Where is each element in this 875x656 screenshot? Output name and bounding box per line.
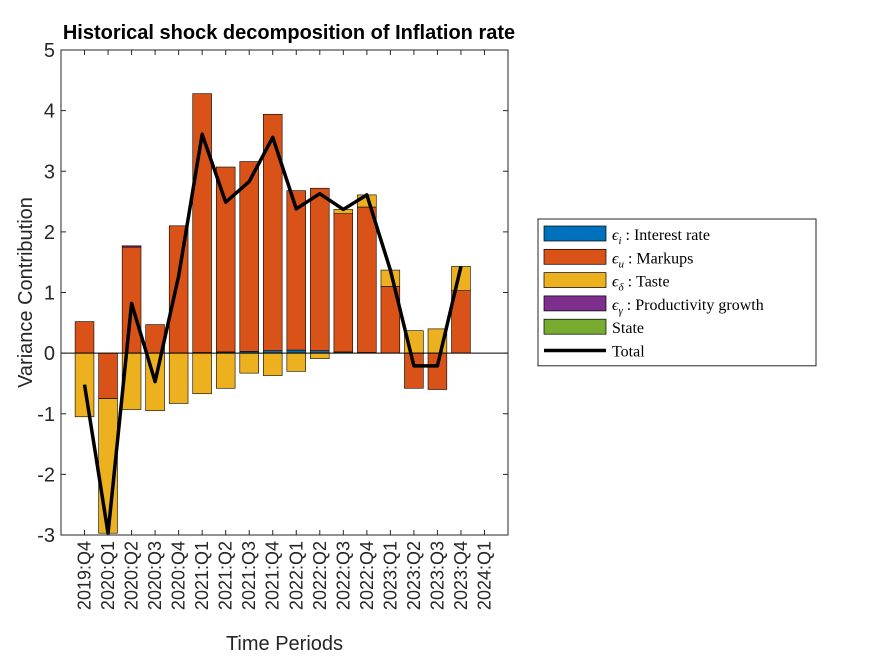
x-tick-label: 2024:Q1 [474, 541, 494, 610]
legend-subscript: δ [618, 282, 624, 294]
bar-γ-2 [121, 245, 142, 248]
legend-separator: : [624, 250, 636, 267]
bar-u-1 [98, 352, 118, 399]
y-tick-label: 2 [44, 222, 55, 244]
x-tick-label: 2020:Q2 [122, 541, 142, 610]
bar-u-6 [215, 166, 236, 353]
bar-δ-7 [239, 352, 259, 374]
x-tick-label: 2022:Q4 [357, 541, 377, 610]
bar-u-0 [74, 321, 95, 354]
x-tick-label: 2022:Q2 [310, 541, 330, 610]
y-tick-label: 4 [44, 101, 55, 123]
x-tick-label: 2020:Q1 [98, 541, 118, 610]
legend-label-total: Total [612, 344, 645, 361]
legend-series-name: Interest rate [634, 227, 710, 244]
legend-subscript: i [618, 235, 621, 247]
bar-δ-10 [310, 352, 330, 359]
legend-series-name: Taste [636, 274, 670, 291]
x-tick-label: 2020:Q3 [145, 541, 165, 610]
x-tick-label: 2023:Q2 [404, 541, 424, 610]
legend-box [537, 218, 817, 367]
bar-δ-9 [286, 352, 306, 372]
chart-title: Historical shock decomposition of Inflat… [63, 22, 515, 44]
x-tick-label: 2021:Q3 [239, 541, 259, 610]
x-tick-label: 2023:Q1 [380, 541, 400, 610]
x-tick-label: 2020:Q4 [169, 541, 189, 610]
x-axis-label: Time Periods [226, 633, 343, 655]
legend-swatch-u [543, 248, 607, 265]
x-tick-label: 2021:Q4 [263, 541, 283, 610]
legend-label: ϵu : Markups [612, 250, 693, 270]
legend-subscript: u [618, 258, 624, 270]
bar-u-10 [310, 187, 330, 352]
x-tick-label: 2019:Q4 [75, 541, 95, 610]
bar-u-2 [121, 246, 142, 354]
x-tick-label: 2022:Q3 [333, 541, 353, 610]
legend-epsilon: ϵ [612, 274, 619, 291]
bar-δ-8 [263, 352, 283, 376]
legend-epsilon: ϵ [612, 250, 619, 267]
legend-separator: : [622, 227, 634, 244]
legend-swatch-state [543, 318, 607, 335]
y-tick-label: 0 [44, 343, 55, 365]
x-axis: 2019:Q4 2020:Q1 2020:Q2 2020:Q3 2020:Q4 2021:… [75, 50, 494, 610]
y-tick-label: -3 [37, 525, 55, 547]
total-line [82, 132, 463, 535]
legend-series-name: Productivity growth [635, 297, 763, 314]
bar-u-9 [286, 190, 306, 351]
bar-δ-6 [215, 352, 236, 389]
legend-swatch-δ [543, 272, 607, 288]
y-tick-label: -1 [37, 404, 55, 426]
bar-u-7 [239, 161, 259, 352]
legend-separator: : [623, 297, 635, 314]
legend-epsilon: ϵ [612, 297, 619, 314]
x-tick-label: 2023:Q3 [427, 541, 447, 610]
legend-separator: : [624, 274, 636, 291]
y-tick-label: -2 [37, 464, 55, 486]
y-tick-label: 1 [44, 283, 55, 305]
x-tick-label: 2022:Q1 [286, 541, 306, 610]
x-tick-label: 2021:Q1 [192, 541, 212, 610]
legend-label: ϵδ : Taste [612, 274, 670, 294]
bar-u-12 [357, 206, 377, 353]
bar-u-14 [404, 352, 424, 389]
legend-series-name: Markups [636, 250, 693, 267]
legend-epsilon: ϵ [612, 227, 619, 244]
legend-swatch-i [543, 225, 607, 242]
bar-δ-4 [168, 352, 189, 404]
bar-u-8 [263, 113, 283, 351]
y-axis: -3 -2 -1 0 1 2 3 4 5 [37, 40, 508, 547]
y-axis-label: Variance Contribution [15, 197, 37, 388]
y-tick-label: 5 [44, 40, 55, 62]
legend-swatch-γ [543, 295, 607, 312]
bar-δ-5 [192, 352, 212, 395]
y-tick-label: 3 [44, 161, 55, 183]
legend-subscript: γ [618, 305, 623, 317]
bar-u-5 [192, 93, 212, 353]
x-tick-label: 2021:Q2 [216, 541, 236, 610]
legend-label: ϵγ : Productivity growth [612, 297, 764, 317]
bar-u-11 [333, 213, 354, 353]
legend-series-name: State [612, 320, 644, 337]
legend-label: ϵi : Interest rate [612, 227, 710, 247]
x-tick-label: 2023:Q4 [451, 541, 471, 610]
legend-label: State [612, 320, 644, 337]
